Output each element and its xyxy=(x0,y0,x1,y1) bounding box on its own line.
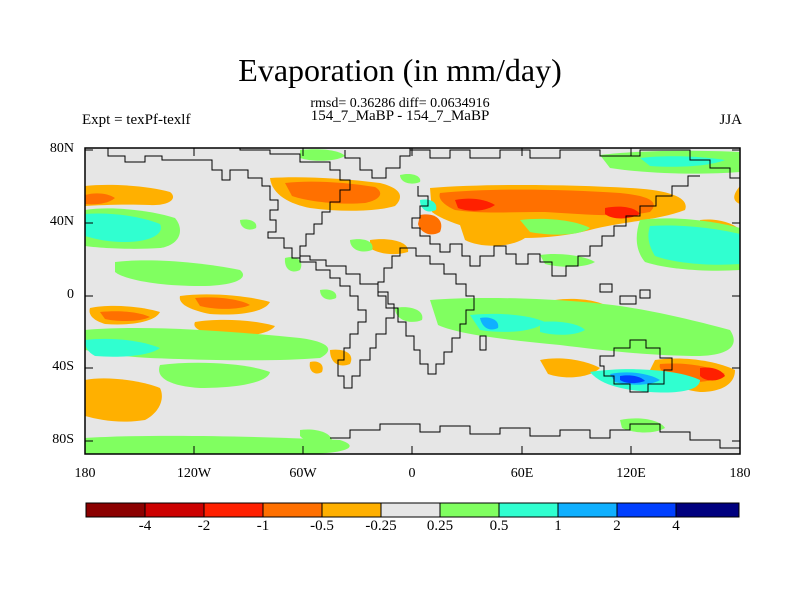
map-title: Evaporation (in mm/day) xyxy=(238,52,562,88)
colorbar-box-3 xyxy=(262,502,323,518)
colorbar-label-1: -2 xyxy=(197,518,211,534)
colorbar-label-0: -4 xyxy=(138,518,152,534)
lon-label-120w: 120W xyxy=(176,466,212,481)
colorbar-box-2 xyxy=(203,502,264,518)
colorbar-label-8: 2 xyxy=(613,518,621,534)
colorbar-box-1 xyxy=(144,502,205,518)
colorbar-box-0 xyxy=(85,502,146,518)
season-label: JJA xyxy=(719,112,742,128)
lon-label-0: 0 xyxy=(408,466,416,481)
colorbar-box-7 xyxy=(498,502,559,518)
colorbar-box-9 xyxy=(616,502,677,518)
lat-label-80s: 80S xyxy=(52,432,74,447)
coastlines xyxy=(107,148,740,449)
lon-label-60e: 60E xyxy=(510,466,534,481)
colorbar-label-7: 1 xyxy=(554,518,562,534)
colorbar-box-5 xyxy=(380,502,441,518)
lat-label-80n: 80N xyxy=(49,141,74,156)
axis-ticks xyxy=(84,148,741,454)
lon-label-60w: 60W xyxy=(289,466,317,481)
lon-label-180-right: 180 xyxy=(729,466,751,481)
colorbar-label-4: -0.25 xyxy=(365,518,397,534)
negative-anomaly-areas xyxy=(85,177,740,422)
lon-label-120e: 120E xyxy=(616,466,646,481)
colorbar-box-8 xyxy=(557,502,618,518)
colorbar-label-9: 4 xyxy=(672,518,680,534)
positive-anomaly-areas xyxy=(85,149,740,454)
center-label: 154_7_MaBP - 154_7_MaBP xyxy=(310,108,490,124)
lat-label-40s: 40S xyxy=(52,359,74,374)
colorbar-box-6 xyxy=(439,502,500,518)
lat-label-0: 0 xyxy=(67,287,74,302)
colorbar-box-10 xyxy=(675,502,740,518)
left-label: Expt = texPf-texlf xyxy=(82,112,191,128)
lon-label-180-left: 180 xyxy=(74,466,96,481)
colorbar-label-5: 0.25 xyxy=(426,518,454,534)
colorbar-label-6: 0.5 xyxy=(489,518,509,534)
colorbar-label-3: -0.5 xyxy=(310,518,334,534)
lat-label-40n: 40N xyxy=(49,214,74,229)
map-subtitle: rmsd= 0.36286 diff= 0.0634916 xyxy=(310,96,490,111)
colorbar-label-2: -1 xyxy=(256,518,270,534)
colorbar-box-4 xyxy=(321,502,382,518)
